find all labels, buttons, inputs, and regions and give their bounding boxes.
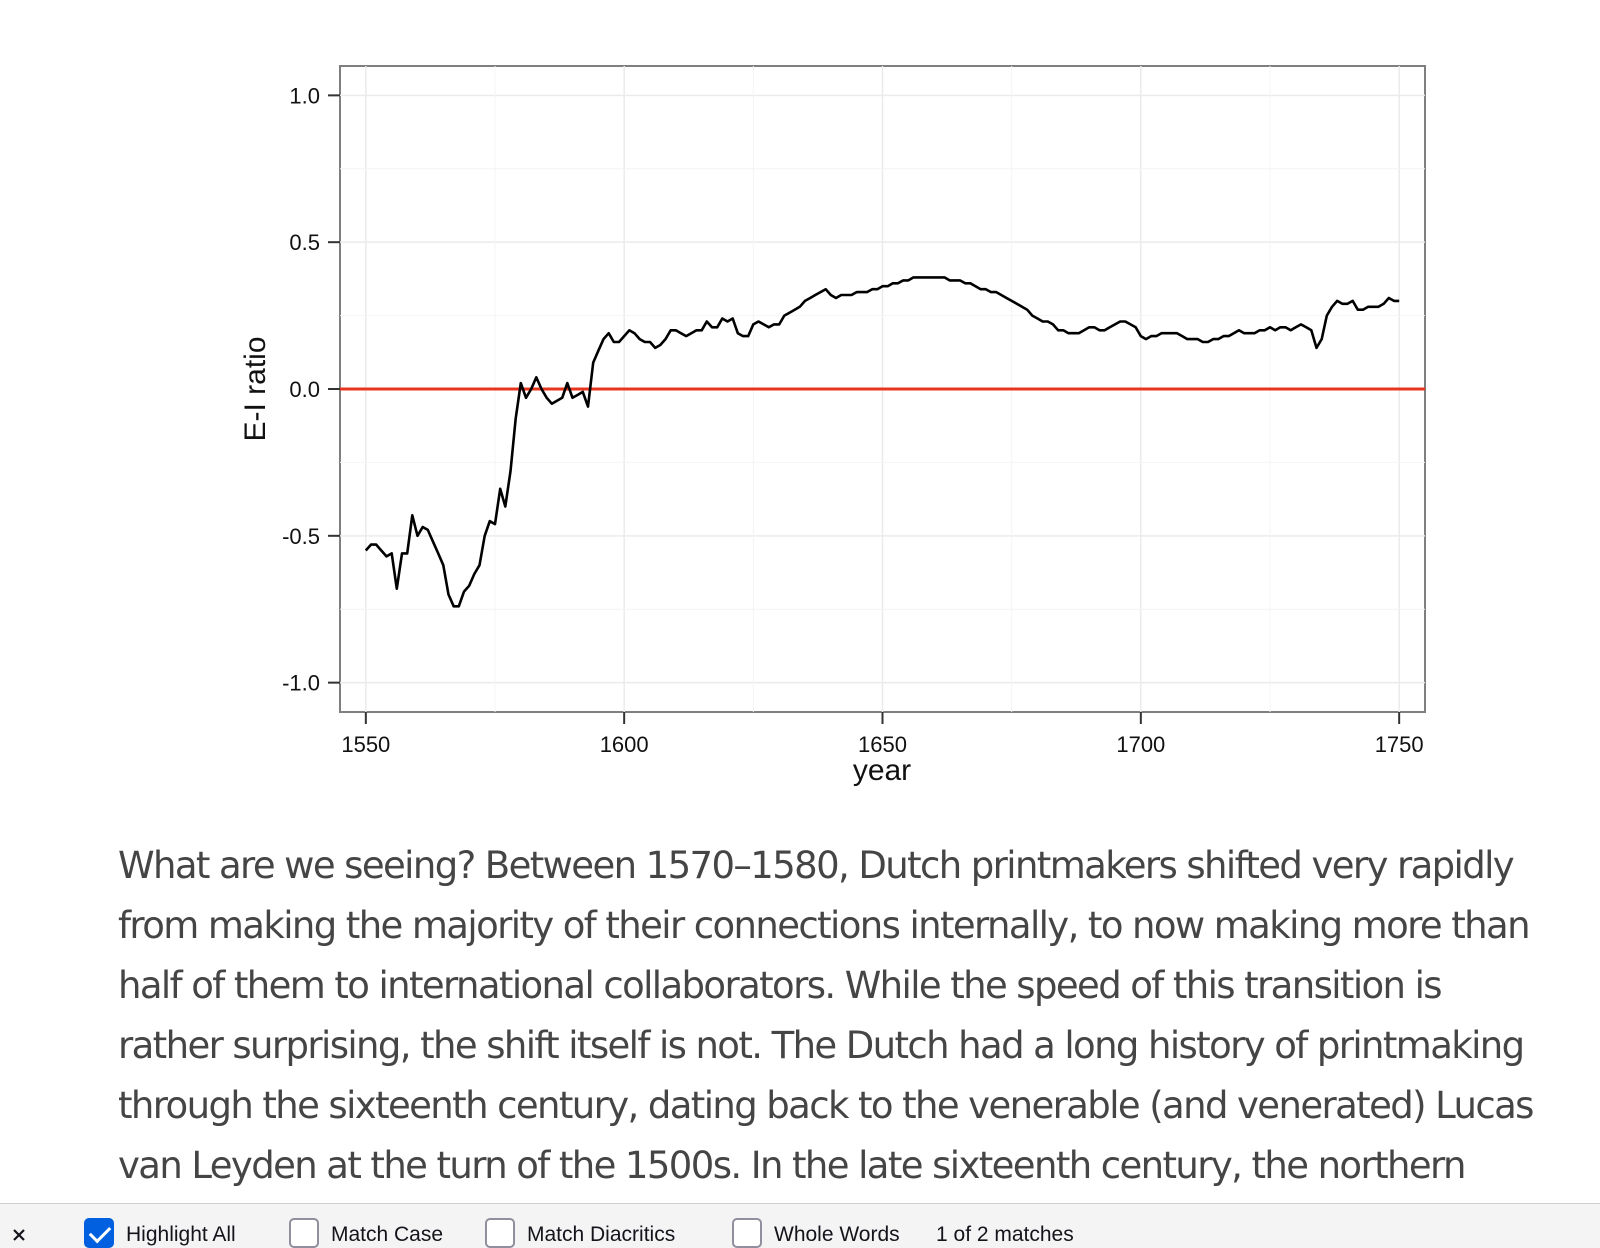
y-tick-label: -1.0 bbox=[282, 671, 320, 696]
article-paragraph: What are we seeing? Between 1570–1580, D… bbox=[118, 836, 1548, 1196]
find-bar: Highlight All Match Case Match Diacritic… bbox=[0, 1203, 1600, 1248]
whole-words-label: Whole Words bbox=[774, 1223, 900, 1246]
article-line: half of them to international collaborat… bbox=[118, 964, 1443, 1007]
match-case-checkbox[interactable] bbox=[289, 1218, 319, 1248]
article-line: from making the majority of their connec… bbox=[118, 904, 1531, 947]
whole-words-checkbox[interactable] bbox=[732, 1218, 762, 1248]
series-layer bbox=[364, 276, 1400, 608]
article-line: through the sixteenth century, dating ba… bbox=[118, 1084, 1534, 1127]
chart: 1.0 0.5 0.0 -0.5 -1.0 1550 1600 1650 1700 1750 y… bbox=[239, 65, 1426, 787]
y-tick-label: 0.5 bbox=[289, 230, 320, 255]
match-case-label: Match Case bbox=[331, 1223, 444, 1246]
x-tick-label: 1650 bbox=[858, 732, 907, 757]
x-tick-label: 1550 bbox=[341, 732, 390, 757]
highlight-all-option[interactable]: Highlight All bbox=[84, 1218, 236, 1248]
y-tick-label: 0.0 bbox=[289, 377, 320, 402]
y-axis-title: E-I ratio bbox=[239, 336, 272, 441]
match-case-option[interactable]: Match Case bbox=[289, 1218, 443, 1248]
series-line bbox=[364, 276, 1400, 608]
highlight-all-label: Highlight All bbox=[126, 1223, 236, 1246]
y-tick-label: 1.0 bbox=[289, 83, 320, 108]
x-tick-label: 1600 bbox=[600, 732, 649, 757]
y-axis: 1.0 0.5 0.0 -0.5 -1.0 bbox=[282, 83, 340, 696]
article-line: rather surprising, the shift itself is n… bbox=[118, 1024, 1525, 1067]
highlight-all-checkbox[interactable] bbox=[84, 1218, 114, 1248]
match-diacritics-label: Match Diacritics bbox=[527, 1223, 676, 1246]
x-tick-label: 1750 bbox=[1375, 732, 1424, 757]
article-line: What are we seeing? Between 1570–1580, D… bbox=[118, 844, 1515, 887]
close-icon[interactable] bbox=[8, 1216, 36, 1244]
match-diacritics-option[interactable]: Match Diacritics bbox=[485, 1218, 675, 1248]
grid-major bbox=[340, 66, 1425, 712]
match-diacritics-checkbox[interactable] bbox=[485, 1218, 515, 1248]
whole-words-option[interactable]: Whole Words bbox=[732, 1218, 900, 1248]
x-axis-title: year bbox=[853, 754, 911, 787]
article-line: van Leyden at the turn of the 1500s. In … bbox=[118, 1144, 1466, 1187]
x-axis: 1550 1600 1650 1700 1750 bbox=[341, 712, 1424, 757]
y-tick-label: -0.5 bbox=[282, 524, 320, 549]
x-tick-label: 1700 bbox=[1116, 732, 1165, 757]
match-count: 1 of 2 matches bbox=[936, 1223, 1074, 1246]
